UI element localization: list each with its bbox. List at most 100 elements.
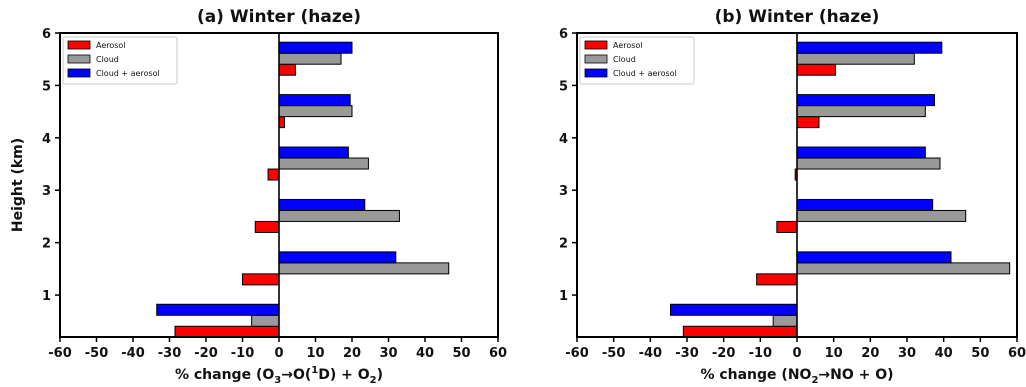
bar <box>242 273 280 286</box>
bar <box>278 116 285 129</box>
y-tick-label: 2 <box>42 237 51 252</box>
x-tick-label: 20 <box>861 346 879 361</box>
x-tick-label: -10 <box>749 346 773 361</box>
x-axis-label-part: O( <box>293 367 311 383</box>
legend-label: Cloud + aerosol <box>96 69 160 78</box>
x-tick-label: 60 <box>1008 346 1026 361</box>
chart-panel-a: -60 -50 -40 -30 -20 -10 0 10 20 30 40 50 60 1 2 3 4 5 6 (a)… <box>10 7 507 386</box>
bar <box>796 198 934 211</box>
x-axis-label-part: D) + O <box>318 367 369 383</box>
x-tick-label: 30 <box>379 346 397 361</box>
bar <box>670 303 798 316</box>
x-tick-label: 20 <box>343 346 361 361</box>
chart-panel-b: -60 -50 -40 -30 -20 -10 0 10 20 30 40 50 60 1 2 3 4 5 6 (b)… <box>559 7 1026 386</box>
bar <box>156 303 280 316</box>
x-axis-label-part: 1 <box>311 365 318 376</box>
legend-swatch <box>584 40 608 50</box>
x-tick-label: -20 <box>194 346 218 361</box>
bar <box>796 41 943 54</box>
legend-box <box>62 36 178 85</box>
x-tick-label: -50 <box>602 346 626 361</box>
x-tick-label: 10 <box>306 346 324 361</box>
x-axis-label-part: % change <box>700 367 781 383</box>
bar <box>796 146 926 159</box>
bar <box>278 198 366 211</box>
series-aerosol <box>174 63 296 338</box>
bar <box>796 94 935 107</box>
y-tick-label: 3 <box>42 184 51 199</box>
y-tick-label: 5 <box>42 79 51 94</box>
x-tick-label: -50 <box>85 346 109 361</box>
y-tick-label: 4 <box>42 132 51 147</box>
x-tick-label: 30 <box>898 346 916 361</box>
bar <box>796 116 820 129</box>
chart-title: (a) Winter (haze) <box>197 7 361 27</box>
y-tick-label: 2 <box>559 237 568 252</box>
x-axis-label-part: 2 <box>370 375 377 386</box>
x-tick-label: -40 <box>639 346 663 361</box>
bar <box>278 41 353 54</box>
x-tick-label: 0 <box>274 346 283 361</box>
bar <box>278 63 296 76</box>
x-tick-label: -10 <box>231 346 255 361</box>
y-tick-label: 1 <box>559 289 568 304</box>
y-tick-label: 4 <box>559 132 568 147</box>
bar <box>174 325 280 338</box>
x-tick-label: 40 <box>935 346 953 361</box>
x-tick-label: 50 <box>971 346 989 361</box>
legend-label: Cloud <box>613 55 636 64</box>
x-tick-label: 40 <box>416 346 434 361</box>
x-axis-label-part: (NO <box>781 367 811 383</box>
y-tick-label: 5 <box>559 79 568 94</box>
x-tick-label: 50 <box>452 346 470 361</box>
legend-box <box>579 36 695 85</box>
bar <box>278 157 369 170</box>
bar <box>278 94 351 107</box>
x-tick-label: 60 <box>489 346 507 361</box>
bar <box>254 220 280 233</box>
legend: Aerosol Cloud Cloud + aerosol <box>62 36 178 85</box>
legend-label: Cloud + aerosol <box>613 69 677 78</box>
x-tick-label: 0 <box>792 346 801 361</box>
x-tick-label: -60 <box>48 346 72 361</box>
bar <box>796 63 836 76</box>
x-tick-label: -30 <box>158 346 182 361</box>
bar <box>267 168 280 181</box>
bar <box>682 325 798 338</box>
bar <box>772 314 798 327</box>
y-axis-label: Height (km) <box>10 138 26 232</box>
legend-label: Aerosol <box>613 41 643 50</box>
bar <box>278 146 349 159</box>
x-tick-label: -20 <box>712 346 736 361</box>
x-tick-label: -30 <box>675 346 699 361</box>
bar <box>796 251 952 264</box>
legend-label: Aerosol <box>96 41 126 50</box>
x-tick-label: -40 <box>121 346 145 361</box>
bar <box>278 209 400 222</box>
legend-swatch <box>67 68 91 78</box>
chart-title: (b) Winter (haze) <box>715 7 880 27</box>
x-axis-label-part: → <box>818 367 830 383</box>
x-tick-label: -60 <box>565 346 589 361</box>
y-tick-label: 1 <box>42 289 51 304</box>
bar <box>756 273 798 286</box>
x-axis-label-part: → <box>281 367 293 383</box>
x-axis-label: % change (NO2→NO + O) <box>700 367 893 386</box>
legend-swatch <box>67 40 91 50</box>
legend-label: Cloud <box>96 55 119 64</box>
x-axis-label-part: % change <box>175 367 256 383</box>
bar <box>251 314 280 327</box>
bar <box>278 52 342 65</box>
legend: Aerosol Cloud Cloud + aerosol <box>579 36 695 85</box>
bar <box>796 209 967 222</box>
y-tick-label: 6 <box>559 27 568 42</box>
y-tick-label: 6 <box>42 27 51 42</box>
x-axis-label: % change (O3→O(1D) + O2) <box>175 365 383 386</box>
x-axis-label-part: ) <box>377 367 383 383</box>
bar <box>796 157 941 170</box>
legend-swatch <box>584 54 608 64</box>
x-axis-label-part: 2 <box>811 375 818 386</box>
bar <box>776 220 798 233</box>
x-axis-label-part: 3 <box>274 375 281 386</box>
